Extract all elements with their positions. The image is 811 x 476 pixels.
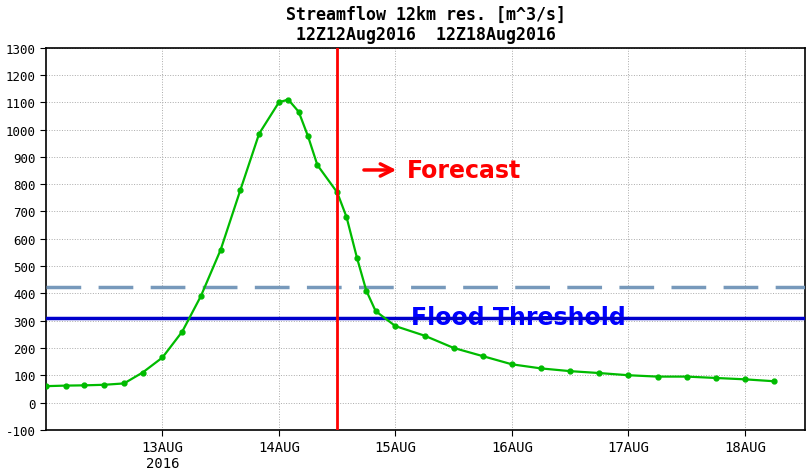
Text: Flood Threshold: Flood Threshold <box>410 306 625 329</box>
Text: Forecast: Forecast <box>407 159 521 183</box>
Title: Streamflow 12km res. [m^3/s]
12Z12Aug2016  12Z18Aug2016: Streamflow 12km res. [m^3/s] 12Z12Aug201… <box>285 6 566 44</box>
